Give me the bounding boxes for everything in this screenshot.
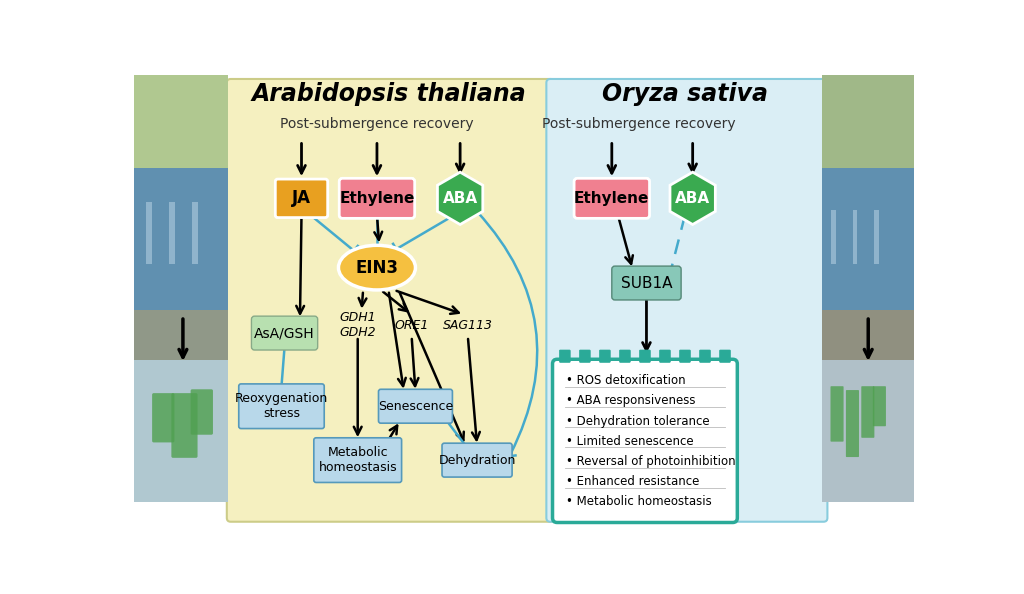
- FancyBboxPatch shape: [379, 389, 453, 423]
- Text: Ethylene: Ethylene: [574, 191, 649, 206]
- Polygon shape: [670, 172, 716, 225]
- FancyBboxPatch shape: [252, 316, 317, 350]
- FancyBboxPatch shape: [134, 360, 228, 503]
- FancyBboxPatch shape: [134, 75, 228, 168]
- FancyBboxPatch shape: [193, 202, 199, 264]
- Text: • Reversal of photoinhibition: • Reversal of photoinhibition: [566, 455, 736, 468]
- FancyBboxPatch shape: [553, 359, 737, 523]
- FancyBboxPatch shape: [580, 350, 590, 362]
- FancyArrowPatch shape: [477, 212, 538, 454]
- FancyBboxPatch shape: [830, 386, 844, 442]
- Text: JA: JA: [292, 189, 311, 207]
- Text: • Limited senescence: • Limited senescence: [566, 435, 694, 448]
- FancyBboxPatch shape: [680, 350, 690, 362]
- FancyBboxPatch shape: [313, 438, 401, 482]
- Text: AsA/GSH: AsA/GSH: [254, 326, 314, 340]
- FancyBboxPatch shape: [547, 79, 827, 522]
- Text: Dehydration: Dehydration: [438, 454, 516, 467]
- Text: • ROS detoxification: • ROS detoxification: [566, 374, 686, 387]
- FancyBboxPatch shape: [559, 350, 570, 362]
- FancyBboxPatch shape: [611, 266, 681, 300]
- Text: • Dehydration tolerance: • Dehydration tolerance: [566, 415, 710, 428]
- Text: SAG113: SAG113: [442, 319, 493, 332]
- Text: Oryza sativa: Oryza sativa: [602, 83, 768, 106]
- FancyBboxPatch shape: [872, 386, 886, 426]
- FancyBboxPatch shape: [574, 178, 649, 219]
- Text: ABA: ABA: [675, 191, 711, 206]
- FancyBboxPatch shape: [190, 389, 213, 435]
- FancyBboxPatch shape: [620, 350, 631, 362]
- Text: Post-submergence recovery: Post-submergence recovery: [542, 116, 735, 131]
- FancyBboxPatch shape: [846, 390, 859, 457]
- FancyBboxPatch shape: [720, 350, 730, 362]
- FancyBboxPatch shape: [599, 350, 610, 362]
- FancyBboxPatch shape: [822, 360, 914, 503]
- FancyBboxPatch shape: [853, 210, 857, 264]
- FancyBboxPatch shape: [874, 210, 879, 264]
- FancyBboxPatch shape: [134, 168, 228, 310]
- Text: Arabidopsis thaliana: Arabidopsis thaliana: [251, 83, 526, 106]
- FancyBboxPatch shape: [169, 202, 175, 264]
- Ellipse shape: [339, 245, 416, 290]
- Text: • ABA responsiveness: • ABA responsiveness: [566, 394, 696, 407]
- Text: Post-submergence recovery: Post-submergence recovery: [281, 116, 474, 131]
- FancyBboxPatch shape: [822, 168, 914, 310]
- Text: • Enhanced resistance: • Enhanced resistance: [566, 475, 699, 488]
- FancyBboxPatch shape: [640, 350, 650, 362]
- FancyBboxPatch shape: [861, 386, 874, 438]
- FancyBboxPatch shape: [153, 393, 174, 443]
- FancyBboxPatch shape: [171, 393, 198, 458]
- Text: SUB1A: SUB1A: [621, 276, 672, 290]
- Text: Senescence: Senescence: [378, 400, 453, 413]
- FancyBboxPatch shape: [699, 350, 711, 362]
- FancyBboxPatch shape: [146, 202, 153, 264]
- FancyBboxPatch shape: [442, 443, 512, 477]
- FancyBboxPatch shape: [134, 310, 228, 360]
- FancyBboxPatch shape: [339, 178, 415, 219]
- Text: ORE1: ORE1: [394, 319, 429, 332]
- Text: Ethylene: Ethylene: [339, 191, 415, 206]
- Text: GDH1
GDH2: GDH1 GDH2: [339, 311, 376, 339]
- FancyBboxPatch shape: [659, 350, 671, 362]
- FancyBboxPatch shape: [831, 210, 836, 264]
- Text: Reoxygenation
stress: Reoxygenation stress: [234, 392, 328, 420]
- FancyBboxPatch shape: [822, 75, 914, 168]
- Text: ABA: ABA: [442, 191, 477, 206]
- FancyBboxPatch shape: [239, 384, 325, 428]
- Text: Metabolic
homeostasis: Metabolic homeostasis: [318, 446, 397, 474]
- Text: • Metabolic homeostasis: • Metabolic homeostasis: [566, 495, 712, 508]
- Polygon shape: [437, 172, 482, 225]
- Text: EIN3: EIN3: [355, 258, 398, 277]
- FancyBboxPatch shape: [226, 79, 554, 522]
- FancyBboxPatch shape: [275, 179, 328, 217]
- FancyBboxPatch shape: [822, 310, 914, 360]
